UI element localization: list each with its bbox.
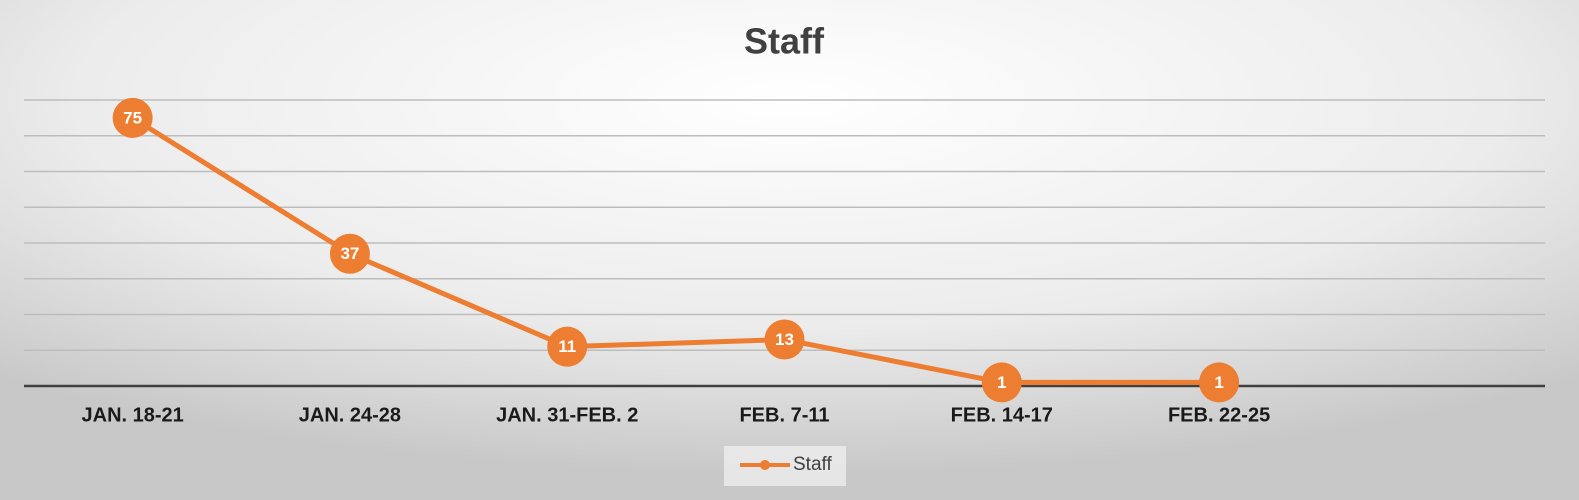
x-tick-label: FEB. 14-17 bbox=[951, 404, 1053, 426]
data-label: 1 bbox=[997, 373, 1006, 392]
data-label: 11 bbox=[558, 337, 576, 356]
data-label: 13 bbox=[775, 330, 794, 349]
data-label: 1 bbox=[1214, 373, 1223, 392]
x-tick-label: JAN. 31-FEB. 2 bbox=[496, 404, 638, 426]
x-tick-label: JAN. 18-21 bbox=[82, 404, 184, 426]
legend-marker bbox=[760, 460, 770, 470]
data-marker bbox=[547, 326, 588, 367]
data-marker bbox=[329, 233, 370, 274]
chart-title: Staff bbox=[744, 21, 825, 62]
data-marker bbox=[112, 97, 153, 138]
x-tick-label: FEB. 7-11 bbox=[739, 404, 829, 426]
data-marker bbox=[1199, 362, 1240, 403]
legend-label: Staff bbox=[793, 454, 832, 475]
x-tick-label: FEB. 22-25 bbox=[1168, 404, 1270, 426]
data-label: 37 bbox=[340, 244, 359, 263]
data-marker bbox=[764, 319, 805, 360]
data-label: 75 bbox=[123, 108, 142, 127]
data-marker bbox=[981, 362, 1022, 403]
series-line bbox=[131, 115, 1220, 385]
x-tick-label: JAN. 24-28 bbox=[299, 404, 401, 426]
